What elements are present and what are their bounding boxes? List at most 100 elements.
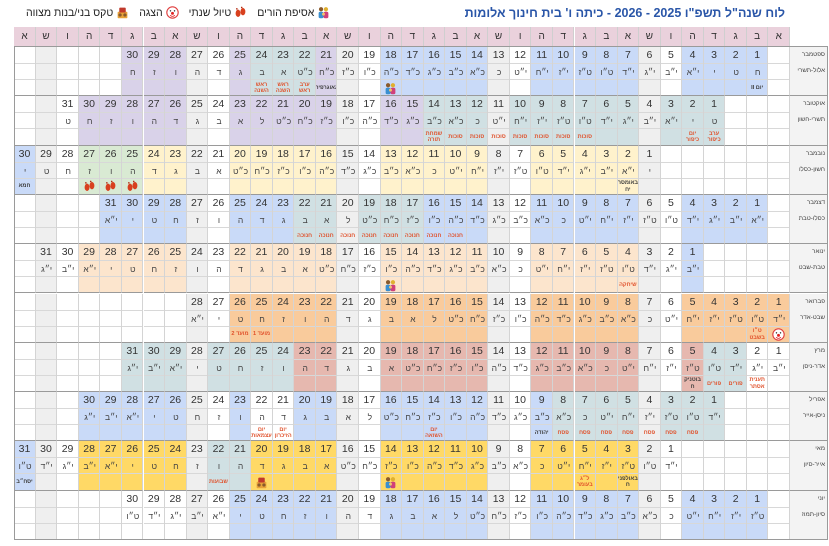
gregorian-date: 20 bbox=[294, 392, 315, 410]
gregorian-date: 7 bbox=[617, 47, 639, 64]
gregorian-date: 5 bbox=[574, 441, 596, 459]
hebrew-date: כ״ה bbox=[405, 264, 421, 275]
day-event bbox=[122, 376, 143, 392]
hebrew-date: כ״א bbox=[491, 264, 507, 275]
day-event bbox=[337, 425, 358, 441]
day-event bbox=[725, 474, 746, 490]
gregorian-date: 21 bbox=[315, 195, 337, 212]
gregorian-date bbox=[57, 47, 78, 64]
hebrew-date: י bbox=[110, 264, 113, 275]
day-cell: 28 bbox=[121, 392, 144, 442]
hebrew-date-slot bbox=[294, 163, 315, 179]
hebrew-date-slot bbox=[574, 163, 596, 179]
hebrew-date: כ״ו bbox=[471, 362, 484, 373]
gregorian-date: 1 bbox=[768, 294, 789, 311]
hebrew-date-slot bbox=[100, 212, 121, 228]
hebrew-date: ט bbox=[733, 67, 739, 77]
day-event bbox=[100, 129, 121, 145]
hebrew-date-slot bbox=[703, 311, 725, 327]
day-event bbox=[316, 129, 337, 145]
day-cell: 9 bbox=[596, 293, 618, 343]
legend-label: הצגה bbox=[139, 6, 163, 19]
hebrew-date: י״ב bbox=[643, 116, 657, 127]
gregorian-date: 30 bbox=[78, 96, 100, 114]
hebrew-date-slot bbox=[35, 64, 57, 80]
gregorian-date: 2 bbox=[746, 294, 768, 311]
weekday-header: א bbox=[315, 27, 338, 46]
day-event bbox=[208, 425, 229, 441]
hebrew-date-slot bbox=[35, 458, 57, 475]
hebrew-date-slot bbox=[639, 64, 660, 80]
hebrew-date: כ״א bbox=[534, 214, 550, 225]
gregorian-date: 9 bbox=[574, 47, 596, 64]
day-cell: 18 bbox=[402, 342, 424, 393]
hebrew-date-slot bbox=[143, 360, 165, 376]
day-event bbox=[122, 327, 143, 343]
day-cell: 30 bbox=[35, 441, 58, 491]
hebrew-date: ט bbox=[173, 412, 179, 423]
day-event bbox=[445, 474, 466, 490]
day-event bbox=[618, 80, 639, 96]
hebrew-date-slot bbox=[466, 508, 488, 524]
weekday-header: ד bbox=[703, 27, 726, 46]
hebrew-date: כ״ח bbox=[405, 412, 421, 423]
day-event bbox=[273, 277, 294, 293]
gregorian-date: 27 bbox=[186, 491, 208, 508]
day-event bbox=[144, 524, 165, 540]
hebrew-date: י bbox=[713, 67, 716, 77]
day-event bbox=[165, 80, 186, 96]
day-event bbox=[100, 179, 121, 195]
gregorian-date bbox=[14, 195, 35, 212]
hebrew-date-slot bbox=[359, 360, 380, 376]
weekday-header: ה bbox=[229, 27, 252, 46]
day-event bbox=[122, 474, 143, 490]
day-event bbox=[704, 179, 725, 195]
gregorian-date bbox=[57, 392, 78, 410]
day-cell: 3 פסח bbox=[660, 392, 683, 442]
day-event bbox=[230, 228, 251, 244]
gregorian-date: 8 bbox=[617, 294, 639, 311]
hebrew-date-slot bbox=[703, 508, 725, 524]
gregorian-date: 18 bbox=[380, 491, 402, 508]
hebrew-date-slot bbox=[596, 163, 617, 179]
day-event bbox=[575, 179, 596, 195]
legend-item-trip: טיול שנתי bbox=[189, 6, 248, 19]
weekday-header: ו bbox=[57, 27, 79, 46]
hebrew-date: כ״ט bbox=[297, 67, 313, 77]
hebrew-date: כ״א bbox=[620, 313, 636, 324]
hebrew-date: ד bbox=[173, 116, 179, 127]
hebrew-date-slot bbox=[423, 163, 445, 179]
clown-icon bbox=[165, 6, 179, 19]
gregorian-date bbox=[35, 491, 57, 508]
day-cell: 14 bbox=[466, 47, 489, 97]
day-event bbox=[445, 277, 466, 293]
hebrew-dates-row: ט״ז י״ז י״ח י״ט כ כ״א כ״ב כ״ג כ״ד כ״ה כ״… bbox=[122, 508, 769, 524]
gregorian-date: 29 bbox=[143, 47, 165, 64]
gregorian-date: 25 bbox=[229, 47, 251, 64]
gregorian-date: 16 bbox=[315, 146, 337, 163]
day-cell: 30 bbox=[78, 96, 101, 146]
hebrew-date-slot bbox=[14, 508, 35, 524]
month-label: מרץ אדר-ניסן bbox=[790, 342, 828, 393]
gregorian-date: 3 bbox=[703, 491, 725, 508]
day-cell: 17 bbox=[359, 96, 381, 146]
hebrew-date-slot bbox=[337, 311, 358, 327]
day-event bbox=[639, 80, 660, 96]
day-event bbox=[639, 327, 660, 343]
hebrew-date-slot bbox=[14, 360, 35, 376]
hebrew-date-slot bbox=[725, 113, 746, 130]
day-event bbox=[402, 277, 423, 293]
gregorian-date: 9 bbox=[531, 392, 552, 410]
hebrew-date-slot bbox=[423, 360, 445, 376]
weekday-header: ב bbox=[143, 27, 166, 46]
day-event bbox=[618, 129, 639, 145]
gregorian-date: 21 bbox=[229, 441, 251, 459]
day-cell: 29 bbox=[165, 342, 187, 393]
empty-cell bbox=[768, 96, 790, 146]
gregorian-date bbox=[660, 146, 682, 163]
gregorian-date: 6 bbox=[639, 195, 660, 212]
day-cell: 5 פסח bbox=[617, 392, 640, 442]
hebrew-date-slot bbox=[509, 163, 531, 179]
day-event bbox=[316, 474, 337, 490]
hebrew-date-slot bbox=[208, 311, 229, 327]
